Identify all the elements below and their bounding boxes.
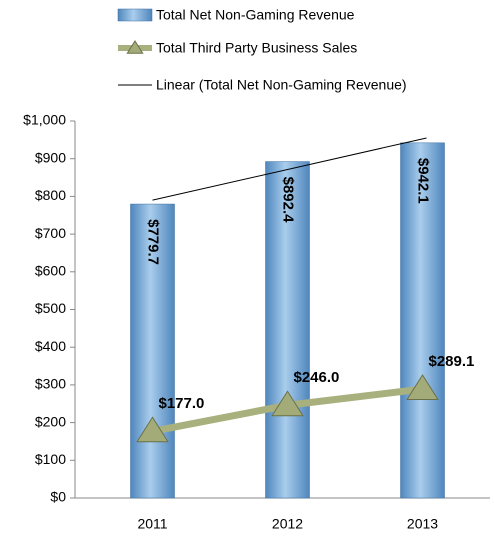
legend-label: Linear (Total Net Non-Gaming Revenue) [156, 77, 407, 93]
line-value-label: $289.1 [429, 353, 475, 370]
bar [265, 161, 310, 499]
y-tick-label: $1,000 [23, 112, 66, 128]
x-tick-label: 2013 [407, 516, 438, 532]
line-value-label: $246.0 [294, 369, 340, 386]
line-marker [406, 374, 439, 401]
y-tick-label: $800 [35, 187, 66, 203]
y-tick-label: $600 [35, 263, 66, 279]
bar [400, 142, 445, 499]
legend-label: Total Third Party Business Sales [156, 40, 357, 56]
bar-value-label: $779.7 [145, 219, 162, 265]
bar-value-label: $892.4 [280, 177, 297, 224]
line-value-label: $177.0 [159, 395, 205, 412]
trendline [152, 137, 427, 201]
line-marker [136, 416, 169, 443]
bar-value-label: $942.1 [415, 158, 432, 204]
y-tick-label: $900 [35, 149, 66, 165]
y-tick-label: $300 [35, 376, 66, 392]
y-tick-label: $200 [35, 413, 66, 429]
y-tick-label: $700 [35, 225, 66, 241]
y-tick-label: $100 [35, 451, 66, 467]
x-tick-label: 2012 [272, 516, 303, 532]
y-tick-label: $400 [35, 338, 66, 354]
x-tick-label: 2011 [137, 516, 167, 532]
y-tick-label: $500 [35, 300, 66, 316]
legend-marker [126, 40, 144, 54]
bar [130, 203, 175, 499]
line-marker [271, 390, 304, 417]
y-tick-label: $0 [50, 489, 66, 505]
legend-label: Total Net Non-Gaming Revenue [156, 7, 355, 23]
legend-bar-swatch [117, 8, 153, 22]
